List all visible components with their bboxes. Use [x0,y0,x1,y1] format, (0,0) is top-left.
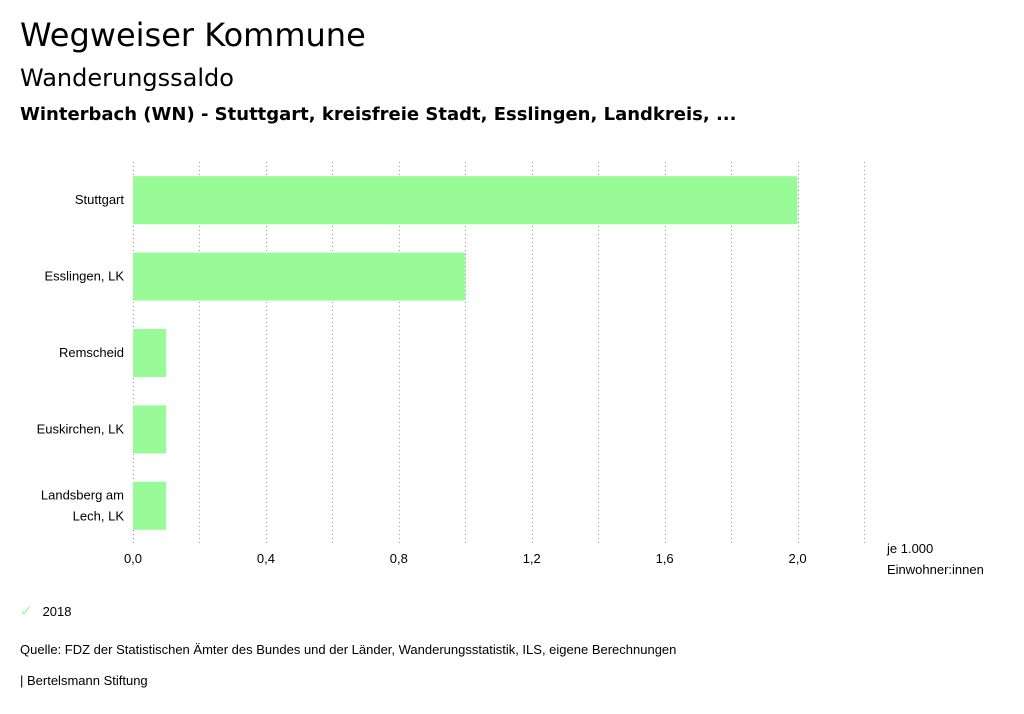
category-label: Lech, LK [73,508,125,523]
x-tick-label: 2,0 [789,551,807,566]
x-tick-label: 0,0 [124,551,142,566]
legend-label: 2018 [42,603,72,619]
bar [133,481,167,530]
category-label: Euskirchen, LK [37,421,125,436]
bar [133,405,167,454]
category-label: Landsberg am [41,487,124,502]
brand-label: | Bertelsmann Stiftung [20,673,148,688]
x-axis-unit-label: je 1.000 Einwohner:innen [887,538,984,580]
x-axis-unit-line-1: je 1.000 [887,541,934,556]
source-note: Quelle: FDZ der Statistischen Ämter des … [20,642,677,657]
check-icon: ✓ [20,603,33,620]
category-label: Stuttgart [75,192,125,207]
chart-subtitle: Wanderungssaldo [20,64,234,92]
x-tick-label: 0,4 [257,551,275,566]
region-heading: Winterbach (WN) - Stuttgart, kreisfreie … [20,104,737,125]
x-tick-label: 1,2 [523,551,541,566]
legend[interactable]: ✓ 2018 [20,602,72,620]
bar-chart: Stuttgart Esslingen, LK Remscheid Euskirche… [37,162,865,566]
x-tick-label: 1,6 [656,551,674,566]
page-title: Wegweiser Kommune [20,16,366,54]
x-tick-label: 0,8 [390,551,408,566]
bar [133,329,167,377]
category-label: Esslingen, LK [45,269,125,284]
x-axis-unit-line-2: Einwohner:innen [887,562,984,577]
bar [133,252,466,301]
category-label: Remscheid [59,345,124,360]
bar [133,176,798,225]
